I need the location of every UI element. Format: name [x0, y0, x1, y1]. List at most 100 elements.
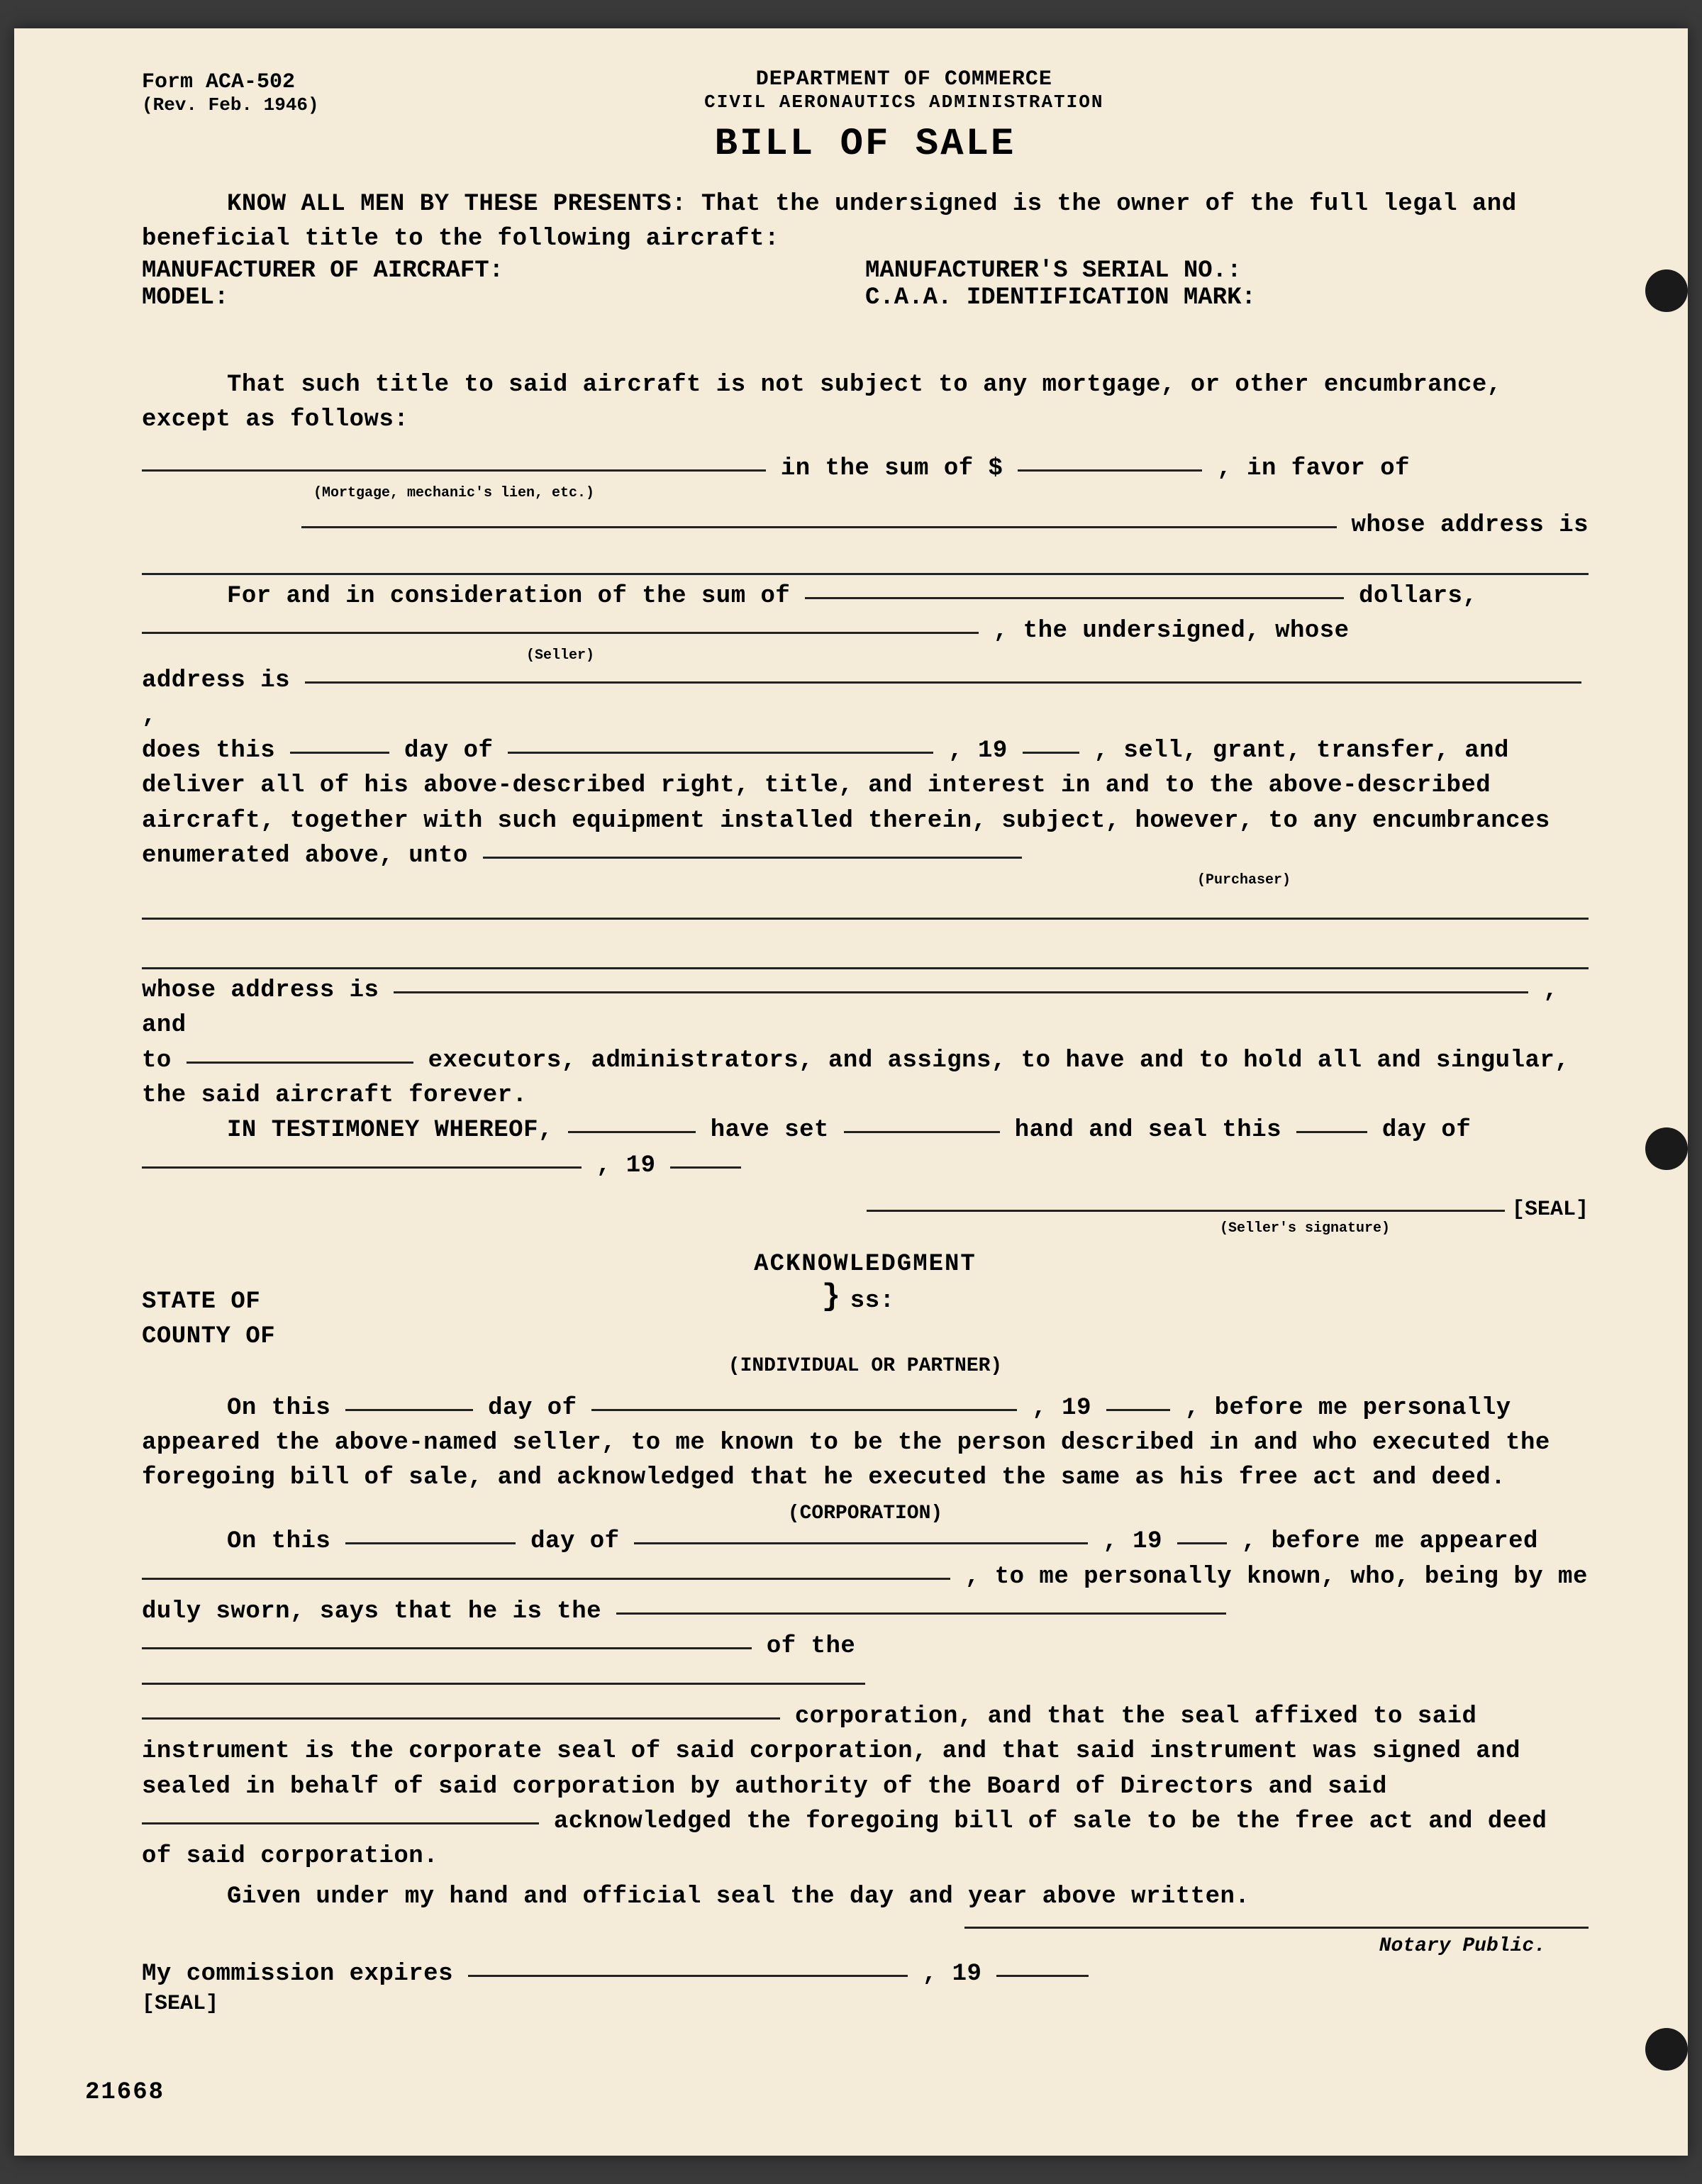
corp-title-blank-2[interactable]: [142, 1647, 752, 1649]
purchaser-blank[interactable]: [483, 857, 1022, 859]
testimony-month-blank[interactable]: [142, 1166, 582, 1169]
purchaser-address-blank[interactable]: [394, 991, 1528, 993]
year-blank[interactable]: [1023, 752, 1079, 754]
seller-sublabel: (Seller): [142, 647, 979, 664]
amount-blank[interactable]: [805, 597, 1344, 599]
testimony-text: IN TESTIMONEY WHEREOF,: [227, 1117, 568, 1144]
address-blank-line[interactable]: [142, 544, 1589, 575]
address-is-text: address is: [142, 667, 305, 694]
purchaser-sublabel: (Purchaser): [142, 872, 1589, 888]
individual-caption: (INDIVIDUAL OR PARTNER): [142, 1355, 1589, 1377]
corp-name-blank[interactable]: [142, 1578, 950, 1580]
form-header: Form ACA-502 (Rev. Feb. 1946) DEPARTMENT…: [142, 71, 1589, 116]
corp-title-blank[interactable]: [616, 1612, 1226, 1615]
document-title: BILL OF SALE: [142, 123, 1589, 166]
favoree-blank[interactable]: [301, 526, 1337, 528]
seller-blank[interactable]: [142, 632, 979, 634]
acknowledged-text: acknowledged the foregoing bill of sale …: [142, 1808, 1547, 1870]
manufacturer-label: MANUFACTURER OF AIRCRAFT:: [142, 257, 865, 284]
corporation-caption: (CORPORATION): [142, 1503, 1589, 1525]
year-prefix-text-2: , 19: [596, 1152, 656, 1179]
year-text-2: , 19: [1103, 1528, 1162, 1555]
punch-hole: [1645, 1127, 1688, 1170]
ack-corp-line-4: corporation, and that the seal affixed t…: [142, 1700, 1589, 1874]
testimony-day-blank[interactable]: [1296, 1131, 1367, 1133]
before-me-corp-text: , before me appeared: [1242, 1528, 1538, 1555]
commission-line: My commission expires , 19: [142, 1957, 1589, 1992]
day-of-text-4: day of: [530, 1528, 619, 1555]
address-line: address is ,: [142, 664, 1589, 734]
corp-of-blank[interactable]: [142, 1683, 865, 1685]
ack-year-blank[interactable]: [1106, 1409, 1170, 1411]
seller-signature-line: [SEAL]: [142, 1198, 1589, 1222]
on-this-text: On this: [227, 1395, 330, 1422]
mortgage-blank[interactable]: [142, 469, 766, 472]
whose-address-text-2: whose address is: [142, 977, 394, 1004]
aircraft-fields: MANUFACTURER OF AIRCRAFT: MANUFACTURER'S…: [142, 257, 1589, 284]
seal-label-2: [SEAL]: [142, 1992, 1589, 2016]
ack-day-blank[interactable]: [345, 1409, 473, 1411]
whose-address-text: whose address is: [1352, 512, 1589, 539]
agency-block: DEPARTMENT OF COMMERCE CIVIL AERONAUTICS…: [319, 67, 1489, 113]
said-blank[interactable]: [142, 1822, 539, 1824]
commission-blank[interactable]: [468, 1975, 908, 1977]
corp-name-blank-2[interactable]: [142, 1717, 780, 1720]
commission-year-blank[interactable]: [996, 1975, 1089, 1977]
undersigned-text: , the undersigned, whose: [994, 618, 1350, 645]
year-text: , 19: [1032, 1395, 1091, 1422]
testimony-year-blank[interactable]: [670, 1166, 741, 1169]
hand-seal-text: hand and seal this: [1015, 1117, 1296, 1144]
seller-sig-sublabel: (Seller's signature): [142, 1220, 1589, 1237]
form-number-label: Form: [142, 70, 193, 94]
document-page: Form ACA-502 (Rev. Feb. 1946) DEPARTMENT…: [14, 28, 1688, 2156]
form-number-block: Form ACA-502 (Rev. Feb. 1946): [142, 71, 319, 116]
testimony-line: IN TESTIMONEY WHEREOF, have set hand and…: [142, 1113, 1589, 1148]
to-blank[interactable]: [187, 1062, 413, 1064]
corp-year-blank[interactable]: [1177, 1542, 1227, 1544]
testimony-blank-1[interactable]: [568, 1131, 696, 1133]
form-number: ACA-502: [206, 70, 295, 94]
purchaser-line-2[interactable]: [142, 888, 1589, 920]
sum-blank[interactable]: [1018, 469, 1202, 472]
notary-public-label: Notary Public.: [1379, 1935, 1546, 1957]
commission-year-text: , 19: [923, 1961, 982, 1988]
sell-grant-text: , sell, grant, transfer, and deliver all…: [142, 737, 1550, 869]
commission-text: My commission expires: [142, 1961, 468, 1988]
seller-address-blank[interactable]: [305, 681, 1581, 684]
given-under-line: Given under my hand and official seal th…: [142, 1880, 1589, 1915]
seal-label: [SEAL]: [1512, 1198, 1589, 1222]
year-prefix-text: , 19: [948, 737, 1008, 764]
dollars-text: dollars,: [1359, 583, 1477, 610]
in-sum-text: in the sum of $: [781, 455, 1003, 482]
agency-line-2: CIVIL AERONAUTICS ADMINISTRATION: [319, 91, 1489, 113]
state-of-label: STATE OF: [142, 1285, 822, 1320]
day-blank[interactable]: [290, 752, 389, 754]
agency-line-1: DEPARTMENT OF COMMERCE: [319, 67, 1489, 91]
encumbrance-lead: That such title to said aircraft is not …: [142, 368, 1589, 438]
of-the-text: of the: [767, 1633, 855, 1660]
personally-known-text: , to me personally known, who, being by …: [142, 1564, 1588, 1625]
punch-hole: [1645, 269, 1688, 312]
notary-blank[interactable]: [964, 1927, 1589, 1929]
model-label: MODEL:: [142, 284, 865, 311]
ack-individual-paragraph: On this day of , 19 , before me personal…: [142, 1391, 1589, 1496]
day-of-text-3: day of: [488, 1395, 577, 1422]
seller-signature-blank[interactable]: [867, 1210, 1505, 1212]
ack-month-blank[interactable]: [591, 1409, 1017, 1411]
on-this-text-2: On this: [227, 1528, 330, 1555]
mortgage-sublabel: (Mortgage, mechanic's lien, etc.): [142, 485, 766, 501]
notary-signature-line: [142, 1922, 1589, 1935]
corp-month-blank[interactable]: [634, 1542, 1088, 1544]
form-revision: (Rev. Feb. 1946): [142, 94, 319, 116]
punch-hole: [1645, 2028, 1688, 2071]
ss-label: ss:: [850, 1284, 1589, 1319]
month-blank[interactable]: [508, 752, 933, 754]
purchaser-line-3[interactable]: [142, 938, 1589, 969]
have-set-text: have set: [711, 1117, 844, 1144]
for-and-text: For and in consideration of the sum of: [227, 583, 805, 610]
testimony-blank-2[interactable]: [844, 1131, 1000, 1133]
corp-day-blank[interactable]: [345, 1542, 516, 1544]
day-of-text-2: day of: [1382, 1117, 1471, 1144]
encumbrance-line-1: in the sum of $ , in favor of: [142, 452, 1589, 486]
presents-paragraph: KNOW ALL MEN BY THESE PRESENTS: That the…: [142, 187, 1589, 257]
